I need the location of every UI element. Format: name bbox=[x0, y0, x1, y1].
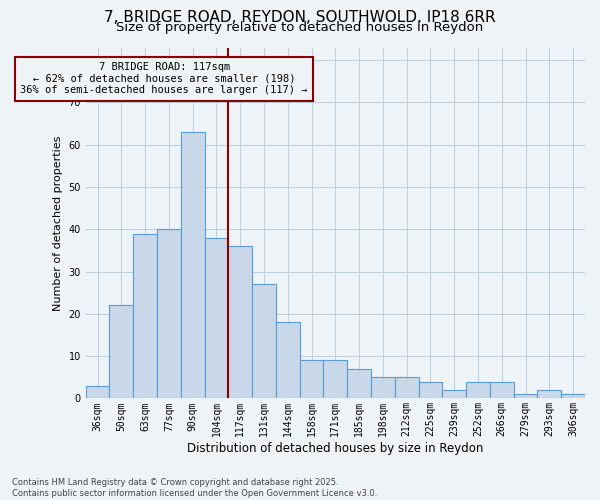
Text: Contains HM Land Registry data © Crown copyright and database right 2025.
Contai: Contains HM Land Registry data © Crown c… bbox=[12, 478, 377, 498]
Bar bbox=[229, 246, 252, 398]
Text: 7, BRIDGE ROAD, REYDON, SOUTHWOLD, IP18 6RR: 7, BRIDGE ROAD, REYDON, SOUTHWOLD, IP18 … bbox=[104, 10, 496, 25]
Bar bbox=[252, 284, 276, 399]
Bar bbox=[466, 382, 490, 398]
Bar bbox=[109, 306, 133, 398]
Bar bbox=[419, 382, 442, 398]
Bar bbox=[371, 378, 395, 398]
Bar bbox=[323, 360, 347, 399]
Bar bbox=[347, 369, 371, 398]
Bar bbox=[442, 390, 466, 398]
Bar bbox=[133, 234, 157, 398]
Bar bbox=[299, 360, 323, 399]
Bar bbox=[490, 382, 514, 398]
Text: 7 BRIDGE ROAD: 117sqm
← 62% of detached houses are smaller (198)
36% of semi-det: 7 BRIDGE ROAD: 117sqm ← 62% of detached … bbox=[20, 62, 308, 96]
Bar bbox=[561, 394, 585, 398]
Text: Size of property relative to detached houses in Reydon: Size of property relative to detached ho… bbox=[116, 21, 484, 34]
Bar bbox=[395, 378, 419, 398]
X-axis label: Distribution of detached houses by size in Reydon: Distribution of detached houses by size … bbox=[187, 442, 484, 455]
Y-axis label: Number of detached properties: Number of detached properties bbox=[53, 136, 63, 310]
Bar bbox=[205, 238, 229, 398]
Bar bbox=[514, 394, 538, 398]
Bar bbox=[538, 390, 561, 398]
Bar bbox=[276, 322, 299, 398]
Bar bbox=[157, 230, 181, 398]
Bar bbox=[181, 132, 205, 398]
Bar bbox=[86, 386, 109, 398]
